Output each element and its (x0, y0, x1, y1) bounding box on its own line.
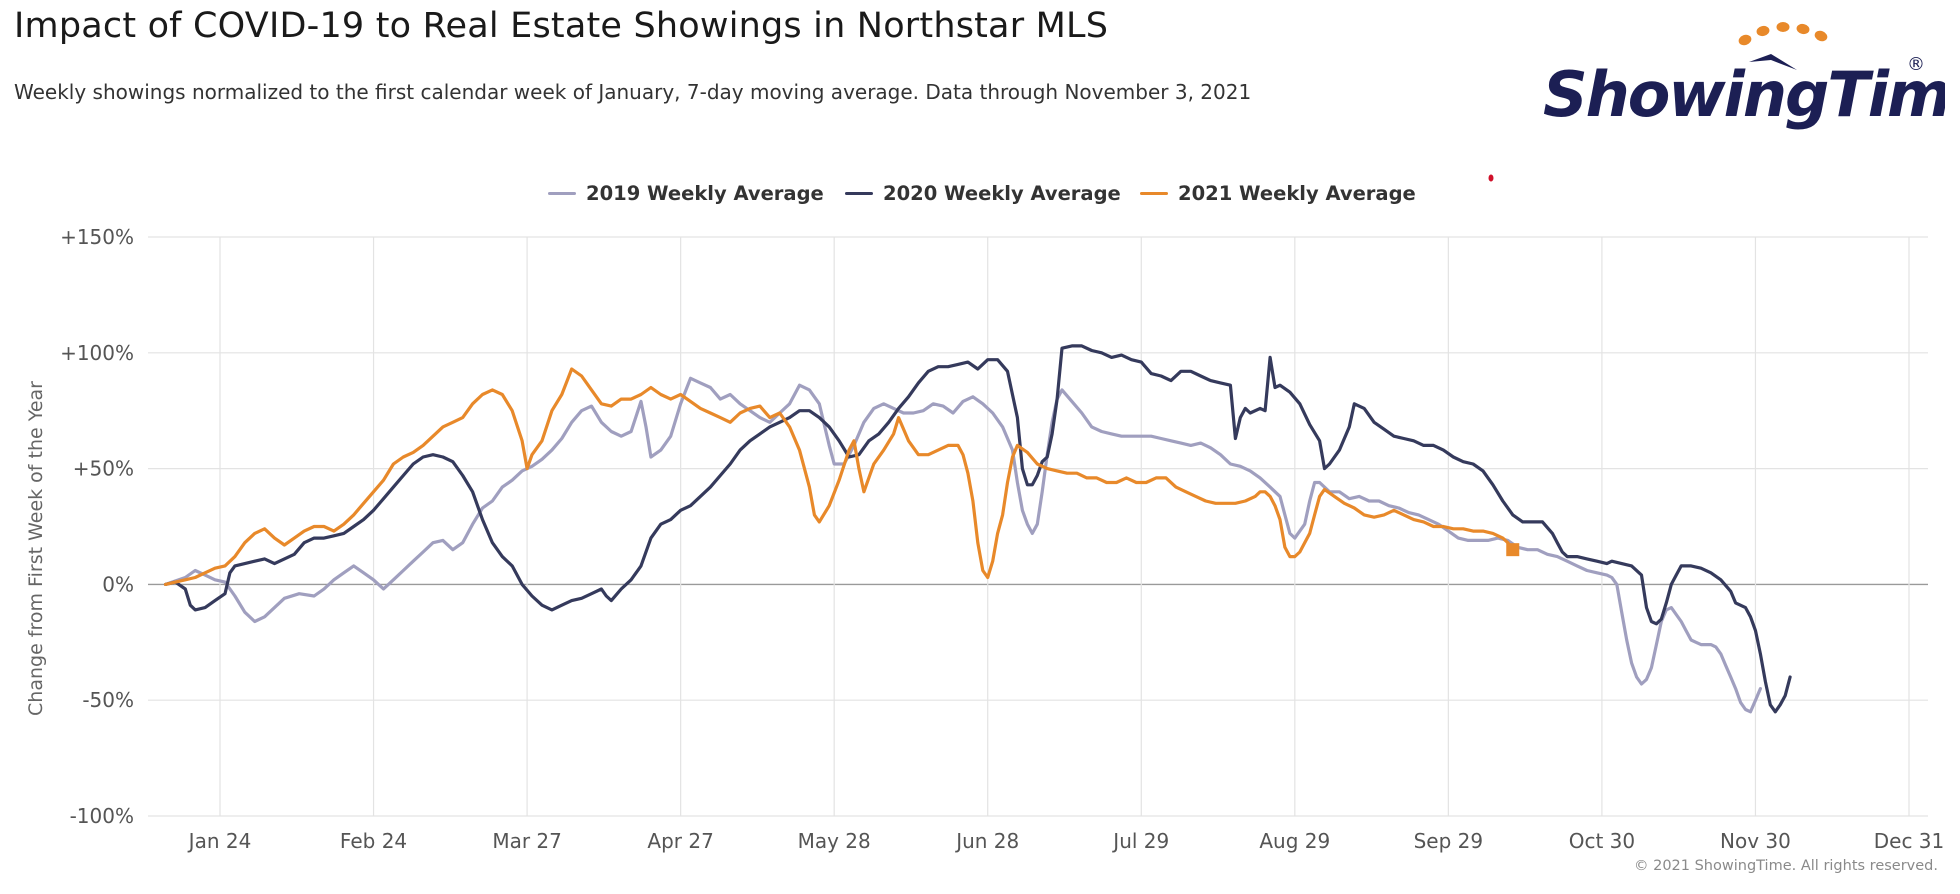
page-subtitle: Weekly showings normalized to the first … (14, 80, 1252, 104)
legend-label: 2019 Weekly Average (586, 181, 824, 205)
showingtime-logo: ShowingTime ® (1543, 22, 1945, 131)
red-mark (1488, 174, 1494, 182)
legend-label: 2020 Weekly Average (883, 181, 1121, 205)
legend-item-2019[interactable]: 2019 Weekly Average (548, 178, 824, 208)
logo-wordmark: ShowingTime (1543, 58, 1945, 131)
x-tick-label: Jul 29 (1111, 829, 1169, 853)
x-tick-label: Mar 27 (492, 829, 562, 853)
logo-dots (1738, 22, 1828, 46)
x-tick-label: Jun 28 (954, 829, 1019, 853)
page-title: Impact of COVID-19 to Real Estate Showin… (14, 6, 1109, 46)
y-tick-label: +100% (60, 341, 134, 365)
x-tick-label: Aug 29 (1259, 829, 1330, 853)
x-tick-label: May 28 (798, 829, 871, 853)
legend-swatch (845, 191, 873, 195)
legend-swatch (1140, 191, 1168, 195)
series-line-2020 (163, 344, 1792, 714)
legend-item-2020[interactable]: 2020 Weekly Average (845, 178, 1121, 208)
logo-registered-mark: ® (1907, 54, 1925, 75)
y-tick-label: 0% (102, 572, 134, 596)
chart-legend: 2019 Weekly Average 2020 Weekly Average 20… (0, 178, 1960, 208)
x-tick-label: Nov 30 (1720, 829, 1791, 853)
copyright-notice: © 2021 ShowingTime. All rights reserved. (1633, 858, 1938, 874)
x-tick-label: Feb 24 (340, 829, 407, 853)
series-line-2019 (163, 376, 1762, 714)
x-tick-label: Apr 27 (647, 829, 713, 853)
legend-label: 2021 Weekly Average (1178, 181, 1416, 205)
y-tick-label: +150% (60, 225, 134, 249)
y-axis-title: Change from First Week of the Year (25, 381, 47, 716)
current-value-marker (1506, 543, 1520, 557)
x-tick-label: Sep 29 (1414, 829, 1484, 853)
y-tick-label: -100% (70, 804, 134, 828)
x-tick-label: Oct 30 (1569, 829, 1635, 853)
x-tick-label: Dec 31 (1874, 829, 1945, 853)
y-tick-label: -50% (82, 688, 134, 712)
legend-swatch (548, 191, 576, 195)
legend-item-2021[interactable]: 2021 Weekly Average (1140, 178, 1416, 208)
logo-clock-hand (1749, 54, 1797, 70)
y-tick-label: +50% (73, 457, 134, 481)
series-line-2021 (163, 367, 1515, 586)
x-tick-label: Jan 24 (187, 829, 252, 853)
